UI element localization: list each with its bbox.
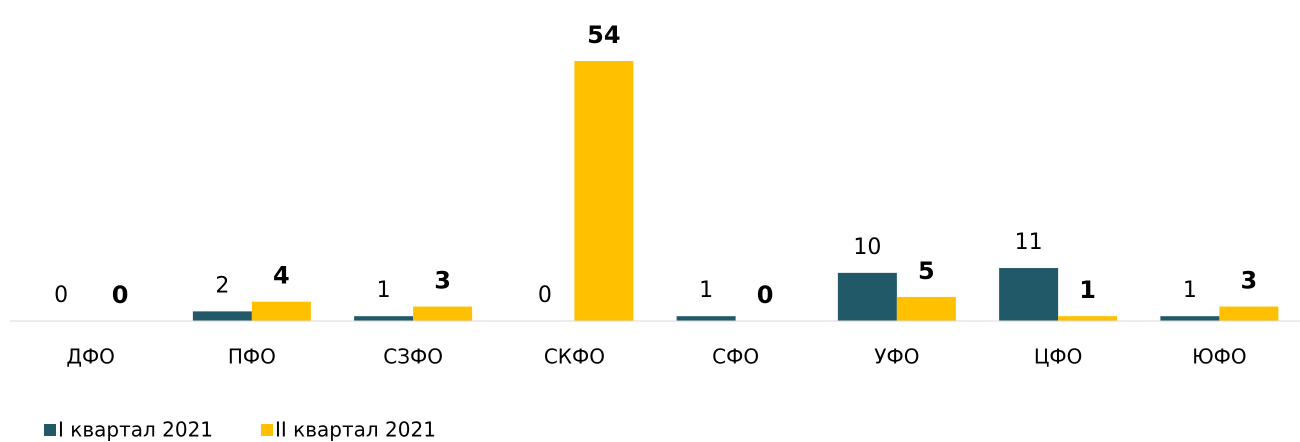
data-label: 4 — [273, 262, 290, 290]
data-label: 10 — [853, 235, 881, 260]
data-label: 1 — [377, 278, 391, 303]
x-tick-label: ДФО — [66, 345, 115, 369]
bar — [251, 301, 311, 321]
bar — [1160, 316, 1220, 321]
data-label: 1 — [1183, 278, 1197, 303]
data-label: 11 — [1015, 230, 1043, 255]
bar — [837, 272, 897, 321]
x-tick-label: ПФО — [228, 345, 276, 369]
bar — [574, 61, 634, 321]
bar — [999, 268, 1059, 321]
legend-label: II квартал 2021 — [275, 418, 436, 442]
bar — [192, 311, 252, 321]
data-label: 1 — [1079, 276, 1096, 304]
bar — [896, 296, 956, 321]
legend-label: I квартал 2021 — [58, 418, 213, 442]
data-label: 3 — [1241, 267, 1258, 295]
bar — [676, 316, 736, 321]
data-label: 1 — [699, 278, 713, 303]
bar — [1058, 316, 1118, 321]
bar — [354, 316, 414, 321]
x-tick-label: УФО — [874, 345, 919, 369]
data-label: 5 — [918, 257, 935, 285]
x-tick-label: ЦФО — [1034, 345, 1083, 369]
legend-swatch — [261, 424, 274, 436]
x-tick-label: СКФО — [544, 345, 605, 369]
x-tick-label: ЮФО — [1192, 345, 1247, 369]
legend-swatch — [44, 424, 56, 436]
data-label: 0 — [538, 283, 552, 308]
bar — [1219, 306, 1279, 321]
x-tick-label: СФО — [712, 345, 759, 369]
data-label: 54 — [587, 21, 620, 49]
data-label: 0 — [757, 281, 774, 309]
data-label: 0 — [54, 283, 68, 308]
bar — [413, 306, 473, 321]
x-tick-label: СЗФО — [383, 345, 443, 369]
data-label: 3 — [434, 267, 451, 295]
data-label: 2 — [215, 273, 229, 298]
data-label: 0 — [112, 281, 129, 309]
